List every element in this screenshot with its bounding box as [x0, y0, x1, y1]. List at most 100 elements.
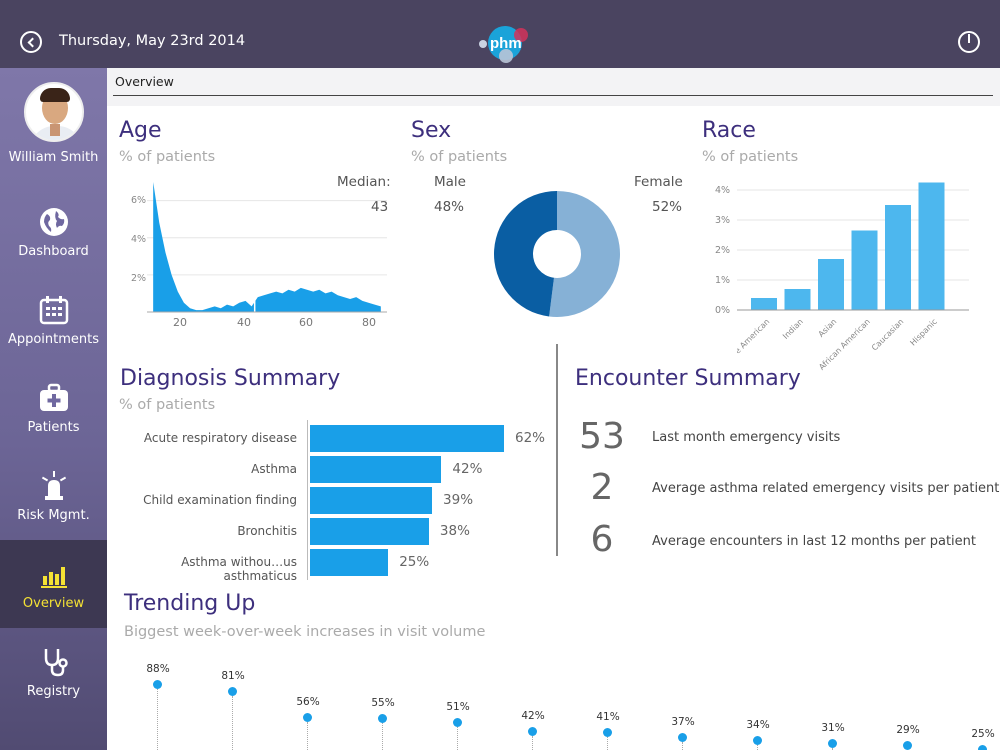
trending-point[interactable]: [153, 680, 162, 689]
phm-logo: phm: [476, 26, 532, 64]
diagnosis-bar: [310, 518, 429, 545]
current-date: Thursday, May 23rd 2014: [59, 33, 246, 49]
sidebar-item-label: Dashboard: [18, 244, 89, 259]
trending-point[interactable]: [978, 744, 987, 750]
race-bar: [851, 230, 878, 310]
trending-point[interactable]: [453, 718, 462, 728]
race-bar: [918, 182, 945, 310]
trending-stem: [681, 741, 683, 750]
age-x-tick: 80: [362, 316, 376, 329]
encounter-number: 6: [590, 519, 614, 560]
race-y-tick: 1%: [715, 275, 731, 286]
race-title: Race: [702, 118, 756, 143]
sidebar-item-label: Risk Mgmt.: [17, 508, 90, 523]
trending-value: 42%: [521, 710, 545, 723]
trending-stem: [306, 721, 308, 750]
section-divider: [556, 344, 558, 556]
age-y-tick: 6%: [131, 195, 147, 206]
trending-point[interactable]: [528, 727, 537, 737]
trending-stem: [231, 696, 233, 750]
sidebar-item-label: Overview: [22, 596, 85, 611]
sidebar-item-label: Registry: [26, 684, 81, 699]
sidebar-item-appointments[interactable]: Appointments: [0, 276, 107, 364]
race-y-tick: 3%: [715, 215, 731, 226]
sidebar-item-registry[interactable]: Registry: [0, 628, 107, 716]
trending-stem: [156, 689, 158, 750]
race-y-tick: 0%: [715, 305, 731, 316]
age-y-tick: 2%: [131, 273, 147, 284]
diagnosis-value: 38%: [439, 523, 470, 539]
diagnosis-bar: [310, 456, 442, 483]
male-label: Male: [434, 174, 466, 190]
trending-point[interactable]: [603, 728, 612, 738]
age-x-tick: 60: [299, 316, 313, 329]
stethoscope-icon: [44, 649, 68, 677]
age-title: Age: [119, 118, 162, 143]
age-y-tick: 4%: [131, 234, 147, 245]
race-bar: [784, 289, 811, 310]
trending-stem: [531, 736, 533, 750]
calendar-icon: [39, 296, 69, 325]
diagnosis-bar: [310, 487, 433, 514]
back-arrow-icon[interactable]: [20, 31, 42, 53]
trending-point[interactable]: [903, 740, 912, 750]
logo-text: phm: [490, 35, 522, 52]
encounter-number: 2: [590, 467, 614, 508]
trending-value: 37%: [671, 715, 695, 728]
sidebar-item-label: Patients: [27, 420, 80, 435]
diagnosis-value: 62%: [515, 430, 546, 446]
trending-stem: [456, 727, 458, 750]
age-x-tick: 20: [173, 316, 187, 329]
trending-value: 41%: [596, 711, 620, 724]
diagnosis-bar: [310, 425, 504, 452]
sidebar-item-label: Appointments: [7, 332, 100, 347]
trending-subtitle: Biggest week-over-week increases in visi…: [124, 624, 486, 640]
trending-value: 34%: [746, 718, 770, 731]
trending-value: 31%: [821, 721, 845, 734]
sex-title: Sex: [411, 118, 452, 143]
female-value: 52%: [652, 199, 683, 215]
trending-value: 55%: [371, 696, 395, 709]
diagnosis-axis: [307, 420, 308, 580]
diagnosis-label: Child examination finding: [143, 493, 297, 507]
user-name: William Smith: [8, 150, 99, 165]
sidebar-item-patients[interactable]: Patients: [0, 364, 107, 452]
breadcrumb-bar: Overview: [107, 68, 1000, 106]
sex-subtitle: % of patients: [411, 149, 508, 165]
trending-point[interactable]: [678, 732, 687, 742]
power-icon[interactable]: [958, 31, 980, 53]
race-x-tick: Indian: [781, 317, 805, 341]
user-profile[interactable]: William Smith: [0, 68, 107, 176]
sex-donut-chart: [493, 191, 620, 317]
sidebar-item-overview[interactable]: Overview: [0, 540, 107, 628]
trending-value: 25%: [971, 727, 995, 740]
sidebar-item-dashboard[interactable]: Dashboard: [0, 188, 107, 276]
diagnosis-label: Acute respiratory disease: [143, 431, 297, 445]
race-x-tick: Caucasian: [870, 317, 906, 353]
diagnosis-title: Diagnosis Summary: [120, 366, 341, 391]
encounter-number: 53: [579, 416, 625, 457]
age-area-series: [153, 182, 381, 312]
encounter-title: Encounter Summary: [575, 366, 801, 391]
trending-stem: [606, 737, 608, 750]
trending-point[interactable]: [828, 738, 837, 748]
avatar[interactable]: [24, 82, 84, 142]
trending-point[interactable]: [228, 687, 237, 697]
sex-slice-female: [549, 191, 620, 317]
diagnosis-value: 25%: [399, 554, 430, 570]
trending-point[interactable]: [753, 735, 762, 745]
female-label: Female: [634, 174, 683, 190]
trending-point[interactable]: [378, 713, 387, 723]
main-content: Overview Age % of patients Median: 43 6%…: [107, 68, 1000, 750]
encounter-text: Last month emergency visits: [652, 430, 841, 445]
race-bar: [818, 259, 844, 310]
trending-value: 81%: [221, 670, 245, 683]
race-y-tick: 2%: [715, 245, 731, 256]
age-x-tick: 40: [237, 316, 251, 329]
trending-point[interactable]: [303, 712, 312, 722]
race-bar: [885, 205, 911, 310]
globe-icon: [40, 208, 68, 236]
top-bar: Thursday, May 23rd 2014 phm: [0, 0, 1000, 68]
sidebar-item-risk-mgmt[interactable]: Risk Mgmt.: [0, 452, 107, 540]
diagnosis-value: 39%: [443, 492, 474, 508]
